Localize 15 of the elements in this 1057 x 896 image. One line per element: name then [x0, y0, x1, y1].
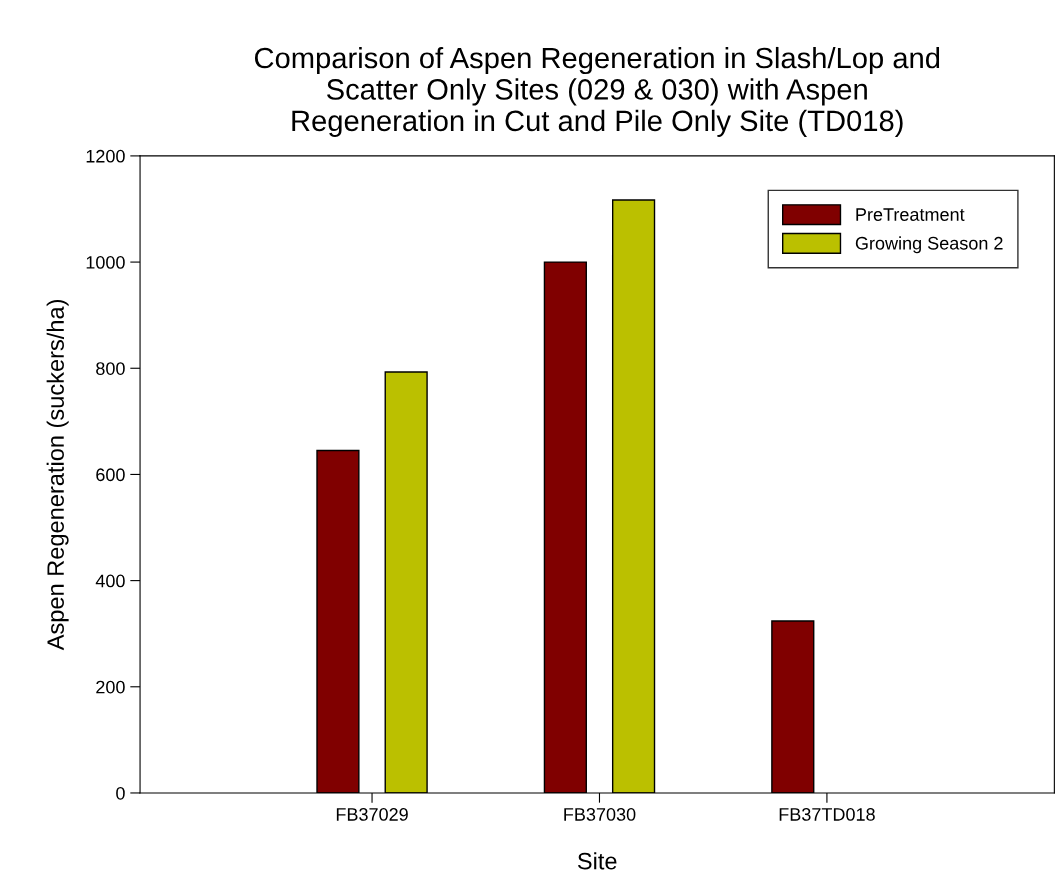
- y-tick-label: 400: [95, 574, 125, 588]
- x-tick-label: FB37TD018: [779, 808, 875, 821]
- y-tick-label: 1000: [86, 256, 125, 269]
- y-tick-label: 200: [96, 680, 125, 694]
- legend-label: Growing Season 2: [855, 236, 1003, 254]
- x-axis-title: Site: [577, 852, 617, 870]
- x-tick-label: FB37030: [564, 808, 636, 821]
- y-tick-label: 1200: [86, 149, 125, 163]
- y-axis-title: Aspen Regeneration (suckers/ha): [46, 300, 69, 651]
- y-tick-label: 0: [116, 786, 125, 800]
- chart-title: Comparison of Aspen Regeneration in Slash/Lop and Scatter Only Sites (029 & 030) with Aspen Regeneration in Cut and Pile Only Site (TD018): [254, 46, 940, 137]
- x-tick-label: FB37029: [336, 808, 408, 821]
- y-tick-label: 600: [96, 468, 125, 482]
- y-tick-label: 800: [96, 362, 125, 375]
- legend-label: PreTreatment: [856, 208, 965, 221]
